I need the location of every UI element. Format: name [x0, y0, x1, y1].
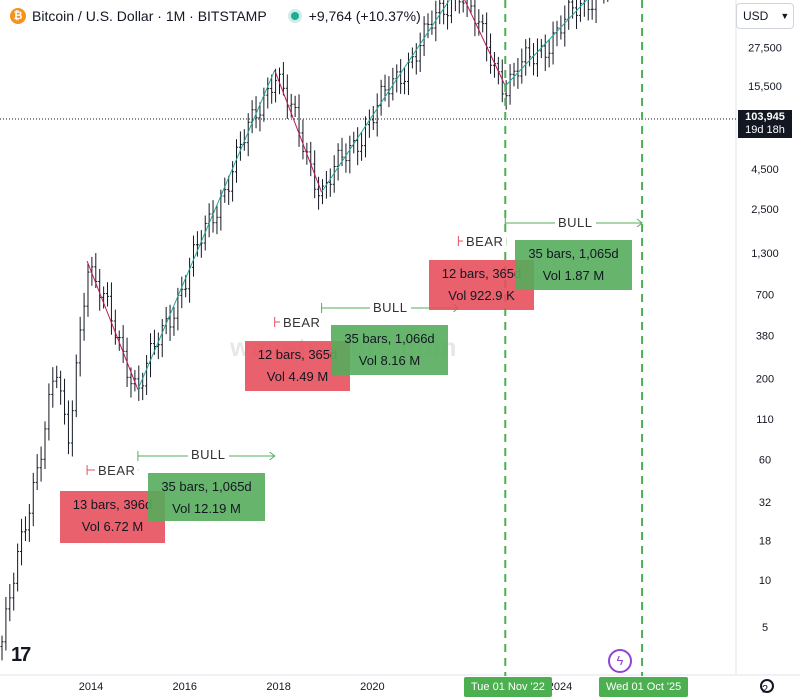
bull-stats-box[interactable]: 35 bars, 1,066d Vol 8.16 M [331, 325, 448, 375]
bull-bars-text: 35 bars, 1,066d [344, 331, 435, 346]
bull-label: BULL [370, 300, 411, 315]
bar-countdown: 19d 18h [745, 124, 785, 136]
bull-vol-text: Vol 8.16 M [358, 353, 421, 368]
date-marker-tag: Tue 01 Nov '22 [464, 677, 552, 697]
y-tick-label: 32 [759, 497, 771, 509]
lightning-icon[interactable]: ϟ [608, 649, 632, 673]
date-marker-tag: Wed 01 Oct '25 [599, 677, 689, 697]
y-tick-label: 60 [759, 455, 771, 467]
market-status-dot[interactable] [290, 12, 299, 20]
bear-bars-text: 13 bars, 396d [72, 497, 153, 512]
x-tick-label: 2014 [79, 681, 103, 693]
bear-vol-text: Vol 6.72 M [81, 519, 144, 534]
price-change: +9,764 (+10.37%) [308, 8, 421, 24]
bull-label: BULL [188, 447, 229, 462]
bear-label: BEAR [95, 463, 139, 478]
bear-swing-line [86, 260, 139, 390]
bear-label: BEAR [280, 315, 324, 330]
bear-swing-line [464, 0, 506, 87]
bear-vol-text: Vol 4.49 M [266, 369, 329, 384]
y-tick-label: 2,500 [751, 204, 779, 216]
y-tick-label: 18 [759, 536, 771, 548]
y-tick-label: 15,500 [748, 81, 782, 93]
y-tick-label: 200 [756, 374, 774, 386]
bull-range-arrow [269, 451, 276, 461]
bitcoin-icon: ₿ [10, 8, 26, 24]
bull-vol-text: Vol 1.87 M [542, 268, 605, 283]
bull-bars-text: 35 bars, 1,065d [161, 479, 252, 494]
bull-stats-box[interactable]: 35 bars, 1,065d Vol 1.87 M [515, 240, 632, 290]
currency-label: USD [743, 9, 769, 23]
y-tick-label: 1,300 [751, 248, 779, 260]
y-tick-label: 27,500 [748, 42, 782, 54]
tradingview-logo[interactable]: 17 [11, 644, 31, 666]
y-tick-label: 380 [756, 330, 774, 342]
gear-icon[interactable] [760, 679, 774, 693]
last-price-value: 103,945 [745, 111, 785, 123]
last-price-tag: 103,945 19d 18h [738, 110, 792, 138]
y-tick-label: 700 [756, 289, 774, 301]
bull-vol-text: Vol 12.19 M [172, 501, 241, 516]
bear-swing-line [274, 70, 323, 193]
bull-label: BULL [555, 215, 596, 230]
x-tick-label: 2020 [360, 681, 384, 693]
bear-bars-text: 12 bars, 365d [257, 347, 338, 362]
y-tick-label: 5 [762, 622, 768, 634]
x-tick-label: 2024 [548, 681, 572, 693]
y-tick-label: 110 [756, 414, 774, 426]
bull-range-arrow [636, 218, 643, 228]
currency-selector[interactable]: USD ▼ [736, 3, 794, 29]
bull-swing-line [321, 0, 451, 193]
x-tick-label: 2016 [173, 681, 197, 693]
bear-bars-text: 12 bars, 365d [441, 266, 522, 281]
bear-vol-text: Vol 922.9 K [448, 288, 515, 303]
symbol-title[interactable]: Bitcoin / U.S. Dollar · 1M · BITSTAMP [32, 8, 267, 24]
bull-bars-text: 35 bars, 1,065d [528, 246, 619, 261]
chevron-down-icon: ▼ [780, 11, 790, 21]
bear-label: BEAR [463, 234, 507, 249]
chart-header: ₿ Bitcoin / U.S. Dollar · 1M · BITSTAMP … [0, 0, 421, 32]
bull-swing-line [137, 70, 276, 390]
bull-swing-line [504, 0, 588, 87]
x-tick-label: 2018 [266, 681, 290, 693]
bear-stats-box[interactable]: 13 bars, 396d Vol 6.72 M [60, 491, 165, 543]
y-tick-label: 10 [759, 575, 771, 587]
bull-stats-box[interactable]: 35 bars, 1,065d Vol 12.19 M [148, 473, 265, 521]
y-tick-label: 4,500 [751, 164, 779, 176]
